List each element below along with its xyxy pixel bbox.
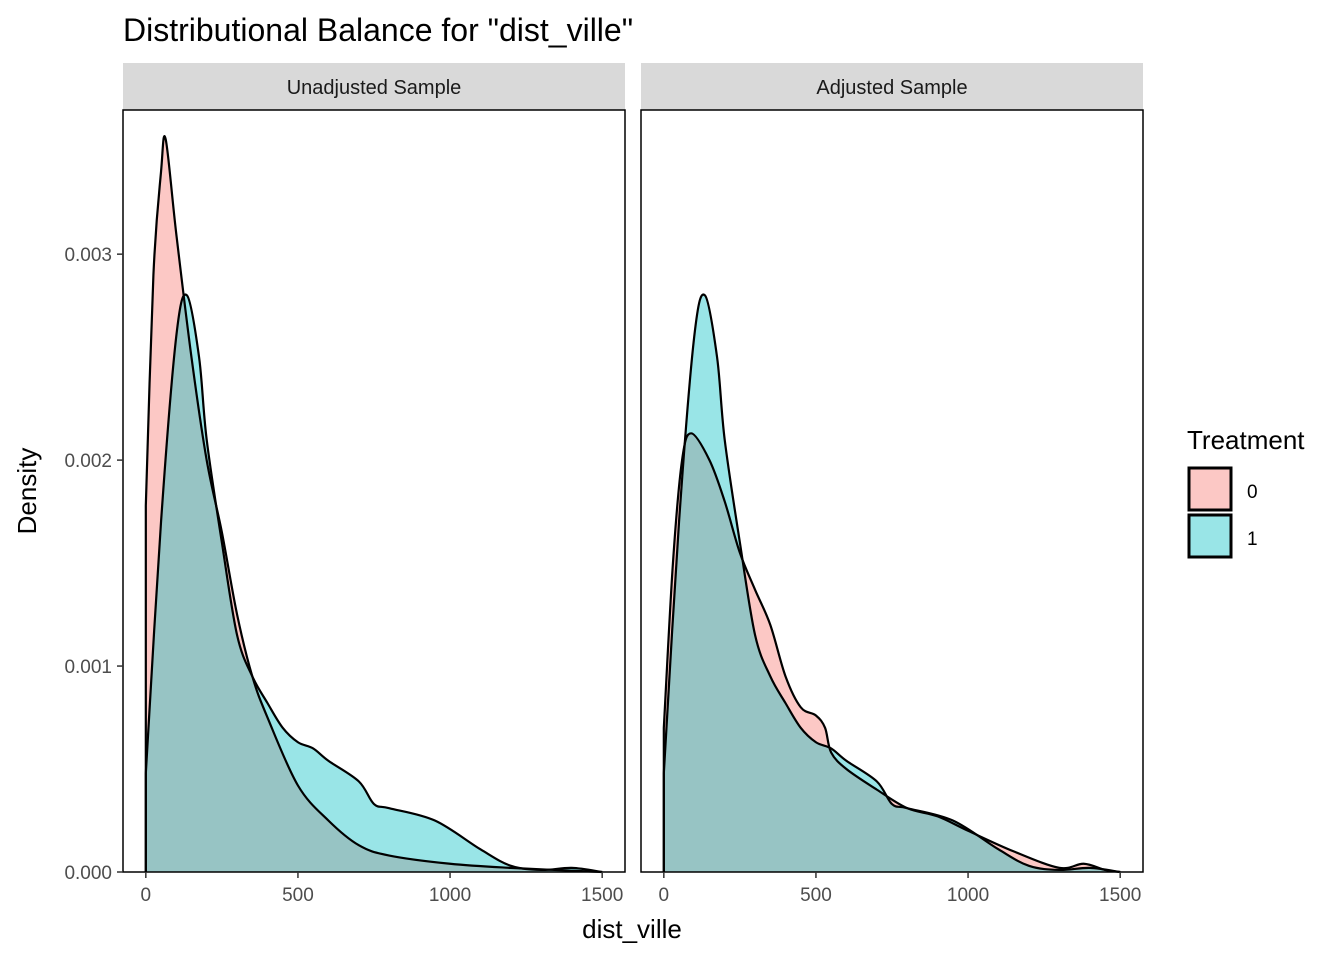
y-tick-label: 0.001 (64, 657, 112, 678)
legend-title: Treatment (1187, 425, 1305, 455)
y-axis-label: Density (12, 448, 42, 535)
density-area-1 (145, 294, 603, 872)
legend: Treatment 0 1 (1187, 425, 1305, 559)
panel-border (640, 109, 1144, 873)
legend-key-1 (1187, 513, 1233, 559)
panel-background (123, 110, 625, 872)
legend-key-0 (1187, 466, 1233, 512)
density-area-0 (145, 136, 603, 872)
chart-title: Distributional Balance for "dist_ville" (123, 12, 633, 48)
x-axis-label: dist_ville (582, 914, 682, 944)
facet-label: Adjusted Sample (816, 77, 967, 99)
x-tick-label: 500 (800, 885, 832, 906)
x-tick-label: 1000 (947, 885, 989, 906)
facet-strip (641, 63, 1143, 110)
y-tick-label: 0.003 (64, 245, 112, 266)
x-tick-label: 1500 (581, 885, 623, 906)
density-line-1 (662, 293, 1121, 874)
facet-strip (123, 63, 625, 110)
x-tick-label: 0 (141, 885, 152, 906)
density-area-0 (663, 433, 1121, 872)
y-tick-label: 0.002 (64, 451, 112, 472)
x-tick-label: 0 (659, 885, 670, 906)
density-line-1 (144, 293, 603, 874)
density-line-0 (662, 432, 1121, 874)
x-tick-label: 1500 (1099, 885, 1141, 906)
x-tick-label: 1000 (429, 885, 471, 906)
density-area-1 (663, 294, 1121, 872)
legend-label-1: 1 (1247, 529, 1258, 550)
legend-label-0: 0 (1247, 482, 1258, 503)
facet-label: Unadjusted Sample (287, 77, 462, 99)
panel-background (641, 110, 1143, 872)
density-line-0 (144, 135, 603, 874)
x-tick-label: 500 (282, 885, 314, 906)
y-tick-label: 0.000 (64, 863, 112, 884)
panel-border (122, 109, 626, 873)
